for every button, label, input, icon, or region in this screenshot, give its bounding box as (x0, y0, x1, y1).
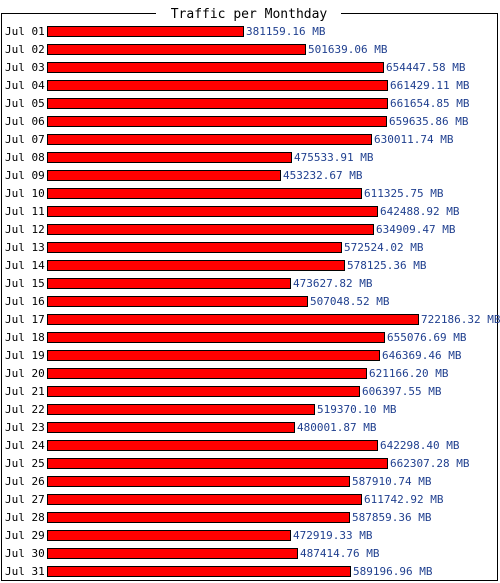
bar (47, 260, 345, 271)
category-label: Jul 31 (5, 565, 45, 578)
category-label: Jul 28 (5, 511, 45, 524)
value-label: 472919.33 MB (293, 529, 373, 542)
bar (47, 530, 291, 541)
value-label: 642298.40 MB (380, 439, 460, 452)
bar (47, 458, 388, 469)
bar (47, 314, 419, 325)
category-label: Jul 25 (5, 457, 45, 470)
value-label: 578125.36 MB (347, 259, 427, 272)
value-label: 662307.28 MB (390, 457, 470, 470)
bar (47, 26, 244, 37)
category-label: Jul 02 (5, 43, 45, 56)
value-label: 634909.47 MB (376, 223, 456, 236)
value-label: 572524.02 MB (344, 241, 424, 254)
category-label: Jul 17 (5, 313, 45, 326)
category-label: Jul 20 (5, 367, 45, 380)
category-label: Jul 11 (5, 205, 45, 218)
bar (47, 224, 374, 235)
value-label: 722186.32 MB (421, 313, 500, 326)
category-label: Jul 29 (5, 529, 45, 542)
category-label: Jul 15 (5, 277, 45, 290)
bar (47, 116, 387, 127)
bar (47, 278, 291, 289)
chart-title: Traffic per Monthday (171, 7, 328, 22)
value-label: 642488.92 MB (380, 205, 460, 218)
bar (47, 134, 372, 145)
bar (47, 548, 298, 559)
category-label: Jul 23 (5, 421, 45, 434)
value-label: 661429.11 MB (390, 79, 470, 92)
value-label: 507048.52 MB (310, 295, 390, 308)
bar (47, 170, 281, 181)
value-label: 611742.92 MB (364, 493, 444, 506)
category-label: Jul 14 (5, 259, 45, 272)
bar-rows: Jul 01 381159.16 MB Jul 02 501639.06 MB Jul … (5, 25, 500, 578)
value-label: 589196.96 MB (353, 565, 433, 578)
bar (47, 350, 380, 361)
bar (47, 80, 388, 91)
value-label: 659635.86 MB (389, 115, 469, 128)
category-label: Jul 01 (5, 25, 45, 38)
bar (47, 332, 385, 343)
value-label: 453232.67 MB (283, 169, 363, 182)
bar (47, 440, 378, 451)
value-label: 587910.74 MB (352, 475, 432, 488)
category-label: Jul 30 (5, 547, 45, 560)
category-label: Jul 12 (5, 223, 45, 236)
category-label: Jul 05 (5, 97, 45, 110)
value-label: 621166.20 MB (369, 367, 449, 380)
value-label: 501639.06 MB (308, 43, 388, 56)
chart-title-background (156, 5, 341, 21)
category-label: Jul 26 (5, 475, 45, 488)
value-label: 587859.36 MB (352, 511, 432, 524)
bar (47, 62, 384, 73)
bar (47, 44, 306, 55)
bar (47, 242, 342, 253)
bar (47, 98, 388, 109)
category-label: Jul 07 (5, 133, 45, 146)
bar (47, 422, 295, 433)
category-label: Jul 16 (5, 295, 45, 308)
value-label: 473627.82 MB (293, 277, 373, 290)
bar (47, 188, 362, 199)
category-label: Jul 06 (5, 115, 45, 128)
value-label: 475533.91 MB (294, 151, 374, 164)
value-label: 661654.85 MB (390, 97, 470, 110)
bar (47, 512, 350, 523)
category-label: Jul 08 (5, 151, 45, 164)
bar (47, 296, 308, 307)
category-label: Jul 04 (5, 79, 45, 92)
category-label: Jul 24 (5, 439, 45, 452)
value-label: 381159.16 MB (246, 25, 326, 38)
category-label: Jul 03 (5, 61, 45, 74)
category-label: Jul 19 (5, 349, 45, 362)
category-label: Jul 09 (5, 169, 45, 182)
bar (47, 152, 292, 163)
category-label: Jul 22 (5, 403, 45, 416)
category-label: Jul 18 (5, 331, 45, 344)
category-label: Jul 10 (5, 187, 45, 200)
value-label: 487414.76 MB (300, 547, 380, 560)
bar (47, 566, 351, 577)
value-label: 480001.87 MB (297, 421, 377, 434)
category-label: Jul 13 (5, 241, 45, 254)
value-label: 611325.75 MB (364, 187, 444, 200)
bar (47, 206, 378, 217)
category-label: Jul 21 (5, 385, 45, 398)
category-label: Jul 27 (5, 493, 45, 506)
value-label: 655076.69 MB (387, 331, 467, 344)
value-label: 654447.58 MB (386, 61, 466, 74)
value-label: 606397.55 MB (362, 385, 442, 398)
bar (47, 368, 367, 379)
value-label: 519370.10 MB (317, 403, 397, 416)
bar (47, 476, 350, 487)
value-label: 630011.74 MB (374, 133, 454, 146)
bar (47, 494, 362, 505)
bar (47, 386, 360, 397)
value-label: 646369.46 MB (382, 349, 462, 362)
bar (47, 404, 315, 415)
